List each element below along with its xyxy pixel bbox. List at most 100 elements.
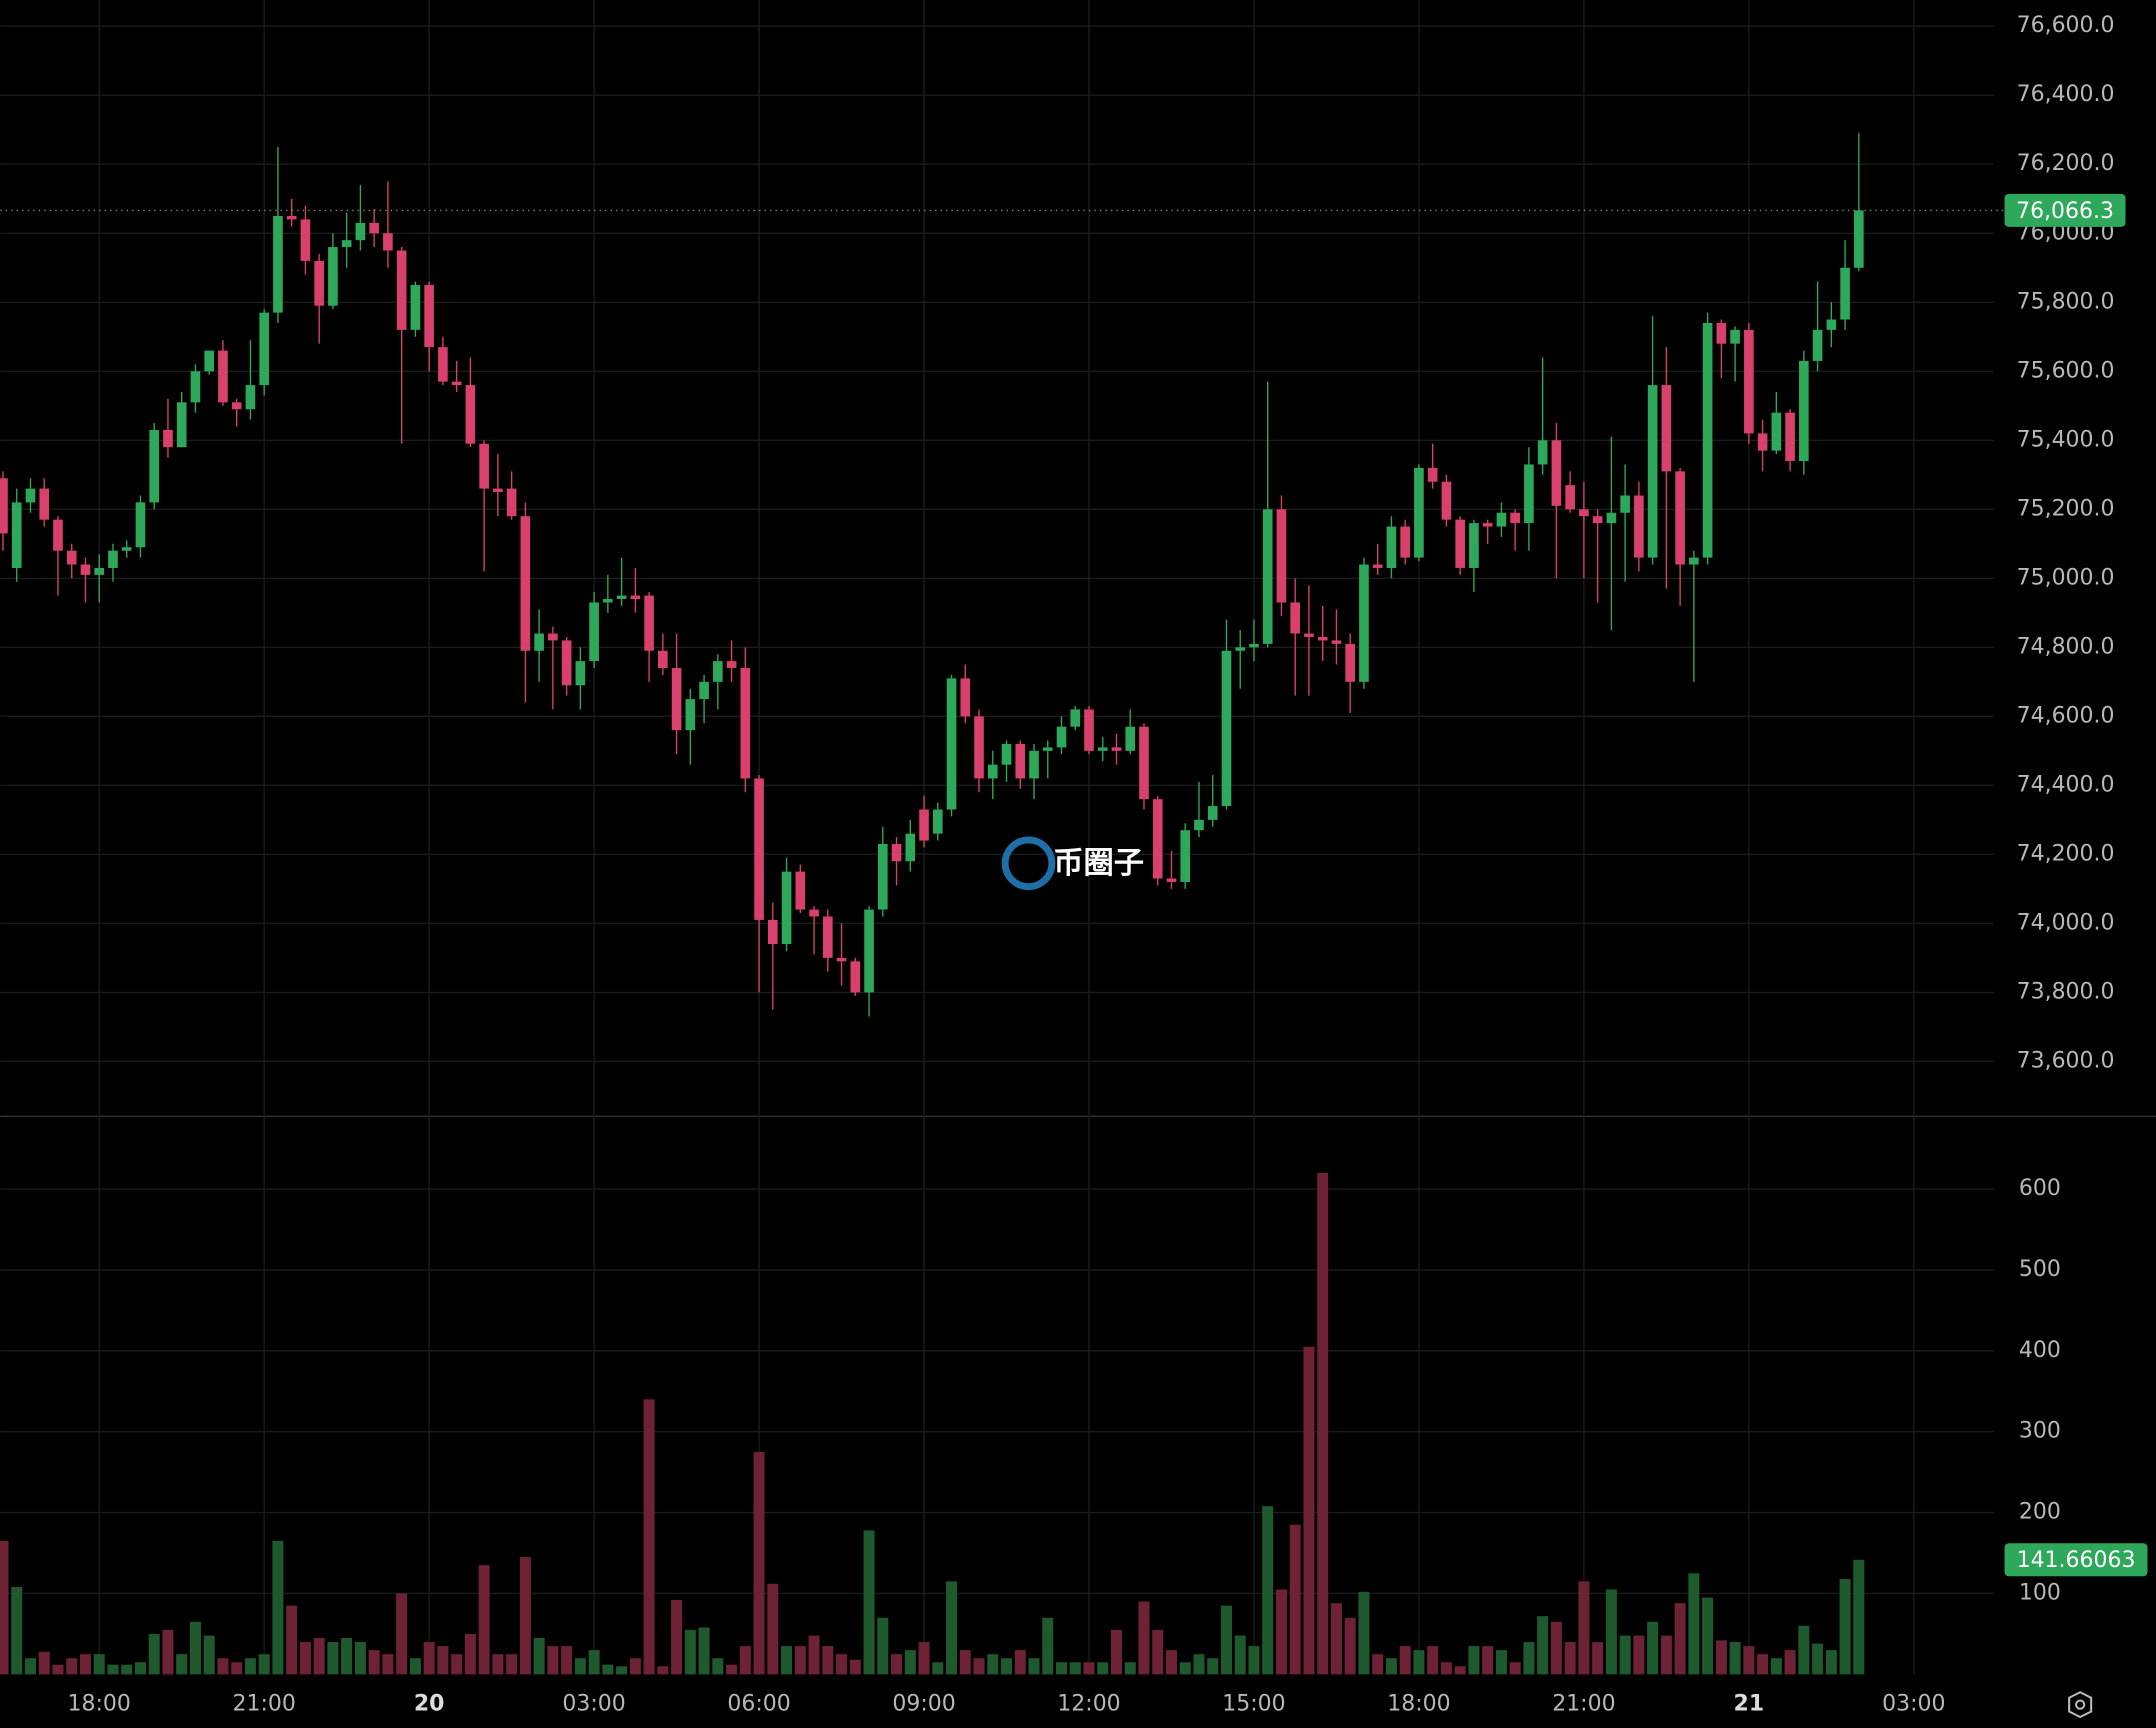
candle-body [204, 350, 214, 372]
volume-bar [423, 1642, 435, 1675]
candle-body [974, 716, 984, 779]
volume-bar [767, 1583, 779, 1675]
last-price-label: 76,066.3 [2016, 199, 2114, 224]
volume-tick-label: 400 [2019, 1338, 2061, 1363]
candle-body [11, 502, 22, 568]
volume-bar [684, 1629, 696, 1675]
candle-body [1015, 743, 1026, 779]
candle-body [1482, 523, 1493, 527]
volume-bar [1674, 1603, 1686, 1675]
volume-bar [409, 1658, 421, 1675]
candle-body [1249, 643, 1259, 648]
volume-bar [1440, 1662, 1452, 1675]
volume-bar [1647, 1621, 1659, 1675]
volume-bar [299, 1642, 311, 1675]
candle-body [520, 516, 531, 651]
candle-body [1372, 564, 1383, 568]
volume-tick-label: 100 [2019, 1580, 2061, 1605]
volume-bar [657, 1666, 669, 1675]
candle-body [616, 595, 627, 600]
candle-body [699, 681, 709, 700]
volume-bar [354, 1642, 366, 1675]
candle-body [1496, 512, 1507, 527]
volume-bar [134, 1662, 146, 1675]
candle-body [1070, 709, 1081, 727]
volume-bar [1825, 1650, 1837, 1675]
price-tick-label: 75,000.0 [2017, 565, 2115, 590]
price-tick-label: 75,200.0 [2017, 496, 2115, 521]
candle-body [822, 916, 833, 958]
volume-bar [464, 1633, 476, 1675]
candle-body [1537, 440, 1548, 465]
x-tick-label: 21 [1734, 1692, 1765, 1717]
volume-bar [918, 1642, 930, 1675]
x-tick-label: 03:00 [562, 1692, 625, 1717]
candle-body [1757, 433, 1768, 451]
volume-bar [1372, 1654, 1384, 1675]
volume-bar [616, 1666, 628, 1675]
volume-bar [629, 1658, 641, 1675]
volume-bar [437, 1646, 449, 1675]
volume-bar [533, 1637, 545, 1675]
volume-bar [1523, 1642, 1535, 1675]
candle-body [410, 285, 421, 330]
volume-bar [382, 1654, 394, 1675]
volume-bar [753, 1451, 765, 1675]
volume-bar [24, 1658, 36, 1675]
price-tick-label: 75,400.0 [2017, 427, 2115, 452]
volume-bar [561, 1646, 573, 1675]
candle-body [1592, 516, 1603, 524]
candle-body [1606, 512, 1617, 524]
candle-body [273, 216, 283, 313]
candle-body [396, 250, 407, 330]
settings-icon[interactable] [2068, 1691, 2093, 1719]
volume-bar [0, 1540, 9, 1675]
candle-body [1455, 519, 1465, 568]
volume-bar [904, 1650, 916, 1675]
candle-body [919, 809, 929, 841]
candle-body [1661, 385, 1672, 472]
x-tick-label: 15:00 [1222, 1692, 1285, 1717]
x-tick-label: 12:00 [1057, 1692, 1120, 1717]
candle-body [493, 488, 503, 493]
candle-body [1854, 210, 1864, 268]
volume-bar [217, 1658, 229, 1675]
volume-bar [79, 1654, 91, 1675]
candle-body [781, 871, 792, 945]
volume-bar [1001, 1658, 1013, 1675]
volume-bar [1619, 1635, 1631, 1675]
candle-body [1125, 726, 1136, 751]
volume-bar [11, 1587, 23, 1675]
volume-bar [1605, 1589, 1617, 1675]
candle-body [960, 678, 971, 717]
candle-body [877, 844, 888, 910]
volume-bar [286, 1605, 298, 1675]
candle-body [1812, 329, 1823, 361]
settings-dot [2075, 1699, 2086, 1710]
candle-body [341, 240, 352, 248]
candle-body [685, 699, 696, 731]
candle-body [1235, 647, 1246, 651]
candle-body [1180, 830, 1191, 882]
volume-bar [1578, 1581, 1590, 1675]
volume-bar [93, 1654, 105, 1675]
volume-bar [1042, 1617, 1054, 1675]
candle-body [424, 285, 434, 348]
candle-body [39, 488, 50, 520]
price-tick-label: 73,600.0 [2017, 1048, 2115, 1073]
volume-bar [574, 1658, 586, 1675]
candle-body [671, 668, 682, 731]
candle-body [1551, 440, 1562, 506]
candle-body [534, 633, 544, 651]
volume-bar [1289, 1524, 1301, 1675]
candle-body [438, 347, 448, 382]
candle-body [218, 350, 228, 403]
volume-bar [712, 1658, 724, 1675]
volume-bar [1330, 1603, 1342, 1675]
volume-bar [176, 1654, 188, 1675]
candle-body [891, 844, 902, 862]
x-tick-label: 20 [414, 1692, 445, 1717]
volume-bar [1097, 1662, 1109, 1675]
volume-bar [1633, 1635, 1645, 1675]
